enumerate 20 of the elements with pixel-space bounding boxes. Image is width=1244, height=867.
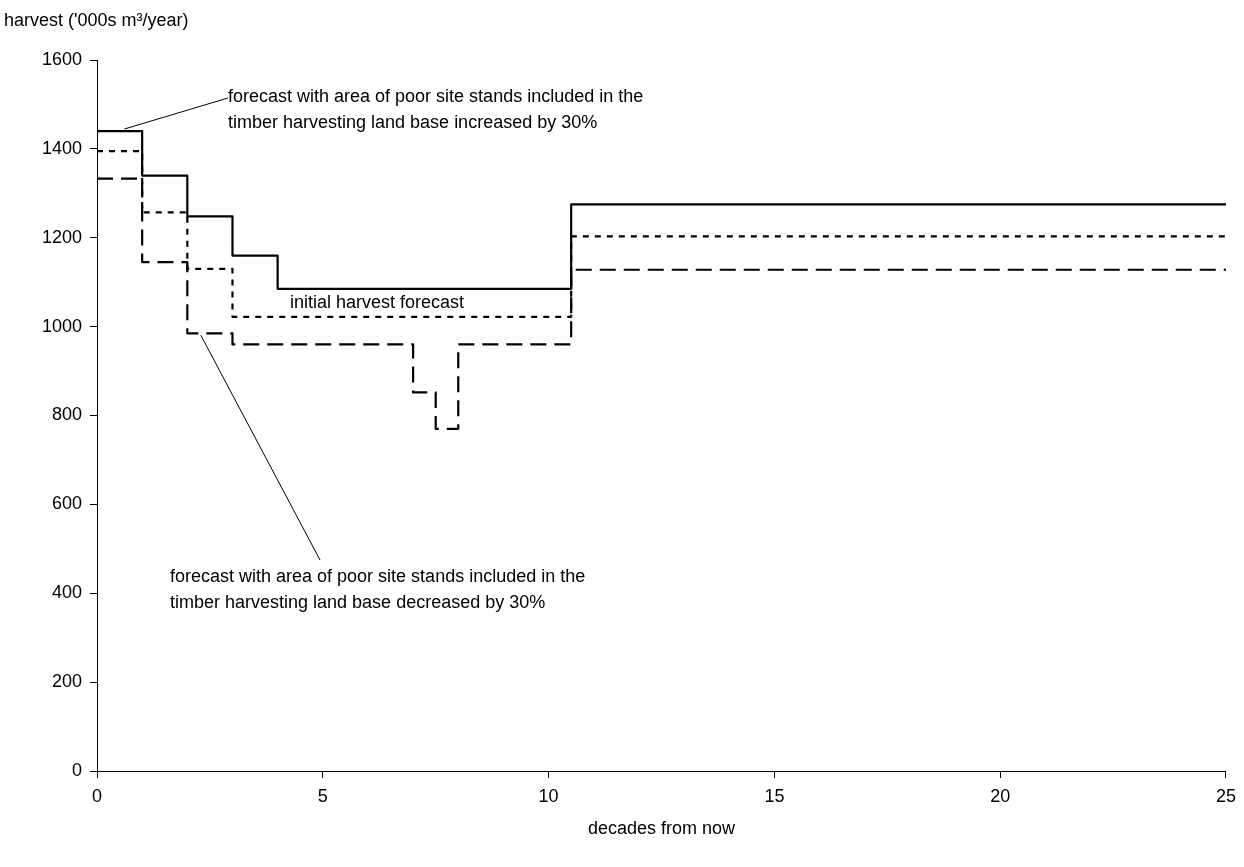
x-tick-label: 0 — [91, 785, 103, 806]
x-tick-label: 5 — [317, 785, 328, 806]
x-tick-label: 10 — [538, 785, 559, 806]
x-tick-label: 15 — [764, 785, 785, 806]
y-tick-label: 0 — [71, 759, 82, 780]
text: forecast with area of poor site stands included in the timber harvesting land base increased by 30% — [228, 85, 644, 132]
y-tick-label: 800 — [51, 404, 82, 425]
x-tick-label: 25 — [1215, 785, 1236, 806]
y-tick-label: 200 — [51, 671, 82, 692]
x-tick-label: 20 — [990, 785, 1011, 806]
y-tick-label: 400 — [51, 582, 82, 603]
y-tick-label: 1200 — [41, 226, 82, 247]
y-tick-label: 1600 — [41, 48, 82, 69]
series-label: initial harvest forecast — [290, 291, 465, 312]
x-axis-title: decades from now — [587, 817, 737, 838]
y-axis-title: harvest ('000s m³/year) — [4, 9, 189, 30]
y-tick-label: 600 — [51, 493, 82, 514]
y-tick-label: 1000 — [41, 315, 82, 336]
text: forecast with area of poor site stands included in the timber harvesting land base decreased by 30% — [170, 565, 586, 612]
y-tick-label: 1400 — [41, 137, 82, 158]
